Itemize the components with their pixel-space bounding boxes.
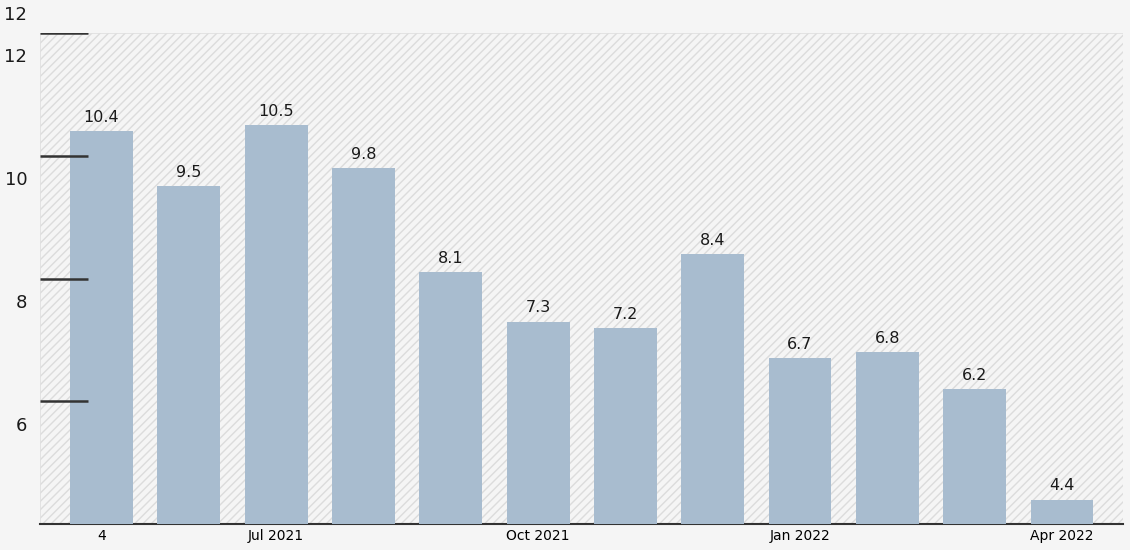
- Text: 6.8: 6.8: [875, 331, 901, 346]
- Text: 7.2: 7.2: [612, 306, 638, 322]
- Text: 12: 12: [5, 48, 27, 66]
- Text: 8.1: 8.1: [438, 251, 463, 266]
- Bar: [768, 359, 832, 524]
- Text: 8: 8: [16, 294, 27, 312]
- Bar: [332, 168, 394, 524]
- Text: 10.5: 10.5: [259, 104, 294, 119]
- Bar: [944, 389, 1006, 524]
- Text: 8.4: 8.4: [699, 233, 725, 248]
- Text: 10: 10: [5, 171, 27, 189]
- Text: 4.4: 4.4: [1050, 478, 1075, 493]
- Bar: [506, 322, 570, 524]
- Text: 6.2: 6.2: [962, 368, 988, 383]
- Text: 12: 12: [5, 6, 27, 24]
- Text: 6.7: 6.7: [788, 337, 812, 352]
- Text: 10.4: 10.4: [84, 110, 120, 125]
- Text: 9.5: 9.5: [176, 166, 201, 180]
- Bar: [594, 328, 657, 524]
- Text: 9.8: 9.8: [350, 147, 376, 162]
- Bar: [855, 352, 919, 524]
- Bar: [1031, 499, 1094, 524]
- Text: 6: 6: [16, 417, 27, 434]
- Bar: [419, 272, 483, 524]
- Bar: [245, 125, 307, 524]
- Bar: [70, 131, 133, 524]
- Text: 7.3: 7.3: [525, 300, 550, 315]
- Bar: [681, 254, 745, 524]
- Bar: [157, 186, 220, 524]
